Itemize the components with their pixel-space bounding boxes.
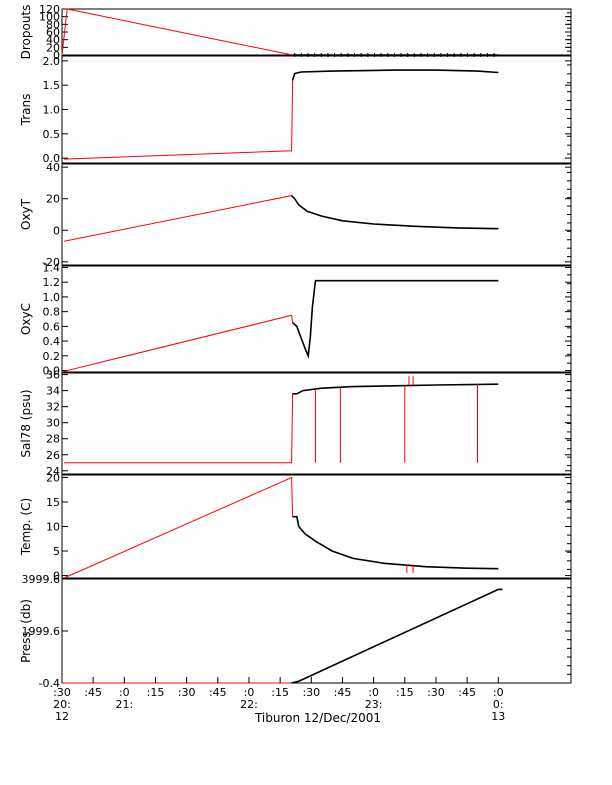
y-tick-label: 20: [46, 471, 60, 484]
y-tick-label: 30: [46, 417, 60, 430]
y-tick-label: 1.2: [43, 276, 61, 289]
y-tick-label: 0.2: [43, 350, 61, 363]
x-tick-label-minute: :0: [368, 686, 379, 699]
x-tick-label-minute: :0: [493, 686, 504, 699]
y-tick-label: 0.0: [43, 152, 61, 165]
x-axis-title: Tiburon 12/Dec/2001: [254, 711, 381, 725]
panel-7: -0.4 1999.6 3999.6 Press. (db): [19, 573, 572, 690]
y-tick-label: 3999.6: [22, 573, 61, 586]
x-tick-label-minute: :30: [178, 686, 196, 699]
y-tick-label: 1.5: [43, 79, 61, 92]
panel-frame: [61, 265, 572, 373]
processed-series-line: [292, 515, 499, 570]
y-tick-label: 36: [46, 369, 60, 382]
x-tick-label-day: 13: [491, 710, 505, 723]
y-tick-label: 0.0: [43, 365, 61, 378]
x-tick-label-minute: :0: [119, 686, 130, 699]
raw-series-line: [61, 8, 499, 56]
x-tick-label-minute: :45: [458, 686, 476, 699]
y-tick-label: 40: [46, 34, 60, 47]
y-axis-label: Press. (db): [19, 599, 33, 663]
y-tick-label: 10: [46, 521, 60, 534]
x-tick-label-minute: :15: [396, 686, 414, 699]
time-axis: :3020:12:45:021::15:30:45:022::15:30:45:…: [53, 677, 505, 723]
raw-series-line: [63, 476, 499, 579]
y-axis-label: OxyT: [19, 198, 33, 230]
x-tick-label-hour: 21:: [115, 698, 133, 711]
y-tick-label: 20: [46, 41, 60, 54]
y-tick-label: 26: [46, 449, 60, 462]
y-tick-label: 15: [46, 496, 60, 509]
y-tick-label: 0.6: [43, 320, 61, 333]
y-axis-label: Dropouts: [19, 5, 33, 60]
panel-4: 0.0 0.2 0.4 0.60.8 1.0 1.2 1.4 OxyC: [19, 261, 572, 378]
y-tick-label: 0.4: [43, 335, 61, 348]
y-tick-label: 1.4: [43, 261, 61, 274]
raw-series-line: [64, 69, 499, 160]
panel-frame: [61, 8, 572, 56]
panel-3: -20 0 20 40 OxyT: [19, 161, 572, 269]
y-tick-label: 2.0: [43, 55, 61, 68]
y-tick-label: 1.0: [43, 291, 61, 304]
y-tick-label: 24: [46, 465, 60, 478]
processed-series-line: [292, 279, 499, 359]
x-tick-label-minute: :15: [147, 686, 165, 699]
y-tick-label: 32: [46, 401, 60, 414]
y-tick-label: -20: [42, 256, 60, 269]
y-axis-label: Sal78 (psu): [19, 389, 33, 457]
panel-2: 0.0 0.5 1.0 1.5 2.0 Trans: [19, 55, 572, 165]
y-tick-label: 0.5: [43, 128, 61, 141]
y-tick-label: 120: [39, 3, 60, 16]
y-axis-label: Trans: [19, 94, 33, 127]
y-tick-label: 1.0: [43, 104, 61, 117]
processed-series-line: [292, 383, 499, 395]
x-tick-label-minute: :45: [209, 686, 227, 699]
raw-series-line: [64, 383, 499, 464]
x-tick-label-minute: :30: [53, 686, 71, 699]
y-tick-label: 60: [46, 26, 60, 39]
raw-series-line: [62, 588, 503, 684]
panel-5: 24 26 28 30 32 34 36 Sal78 (psu): [19, 369, 572, 478]
y-tick-label: 40: [46, 161, 60, 174]
x-tick-label-minute: :0: [244, 686, 255, 699]
y-tick-label: 80: [46, 18, 60, 31]
y-tick-label: 0: [53, 49, 60, 62]
x-tick-label-hour: 20:: [53, 698, 71, 711]
x-tick-label-minute: :30: [427, 686, 445, 699]
raw-series-line: [64, 195, 499, 242]
x-tick-label-minute: :45: [84, 686, 102, 699]
x-tick-label-minute: :30: [302, 686, 320, 699]
y-tick-label: 1999.6: [22, 625, 61, 638]
x-tick-label-hour: 22:: [240, 698, 258, 711]
y-tick-label: 0: [53, 570, 60, 583]
x-tick-label-minute: :45: [334, 686, 352, 699]
y-tick-label: 34: [46, 385, 60, 398]
x-tick-label-minute: :15: [271, 686, 289, 699]
y-tick-label: -0.4: [39, 677, 60, 690]
processed-series-line: [291, 195, 499, 230]
panel-frame: [61, 474, 572, 579]
panel-6: 0 5 10 15 20 Temp. (C): [19, 471, 572, 583]
y-tick-label: 20: [46, 193, 60, 206]
x-tick-label-hour: 23:: [365, 698, 383, 711]
x-tick-label-day: 12: [55, 710, 69, 723]
y-axis-label: OxyC: [19, 303, 33, 335]
raw-series-line: [63, 280, 499, 372]
y-tick-label: 5: [53, 545, 60, 558]
y-tick-label: 28: [46, 433, 60, 446]
processed-series-line: [291, 588, 503, 684]
y-tick-label: 0: [53, 224, 60, 237]
panels-group: 020406080100120Dropouts0.00.51.01.52.0Tr…: [19, 3, 572, 690]
y-tick-label: 100: [39, 11, 60, 24]
y-tick-label: 0.8: [43, 306, 61, 319]
panel-frame: [61, 578, 572, 684]
processed-series-line: [291, 69, 499, 81]
y-axis-label: Temp. (C): [19, 498, 33, 556]
x-tick-label-hour: 0:: [493, 698, 504, 711]
